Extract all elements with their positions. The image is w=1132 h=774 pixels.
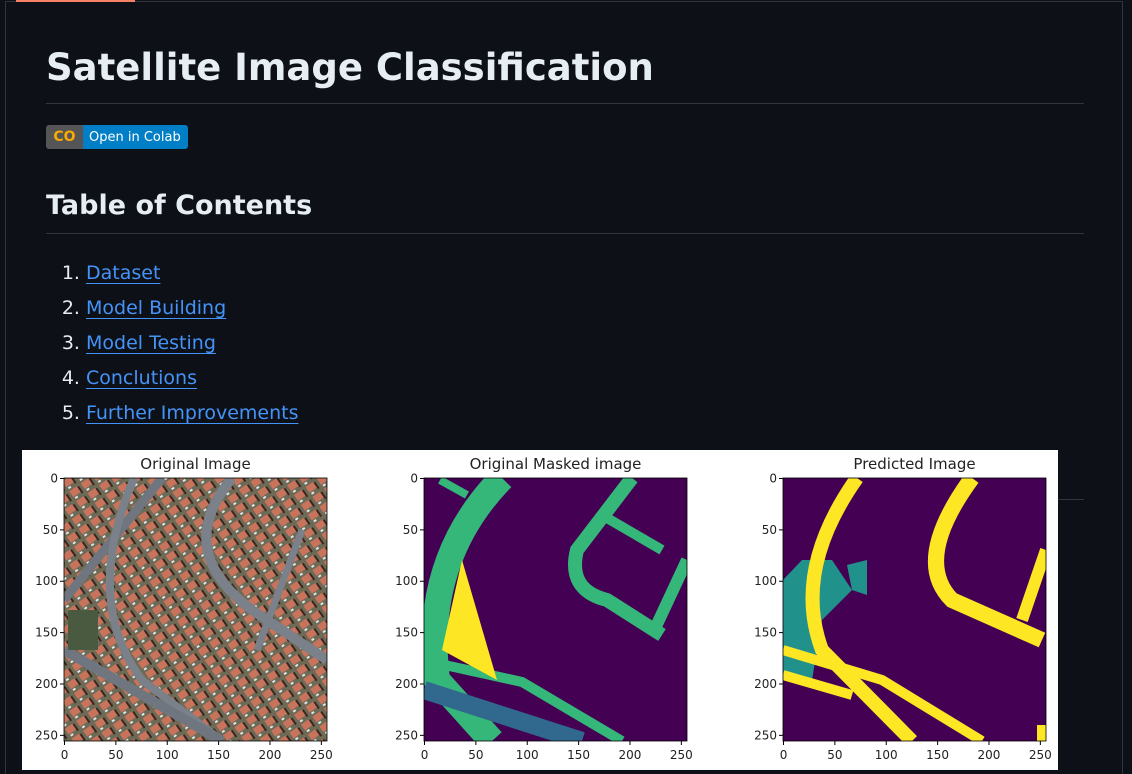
y-tick-label: 50 [403,523,418,537]
x-tick-label: 150 [567,748,590,762]
predicted-image [783,478,1046,741]
x-tick-label: 50 [108,748,123,762]
y-tick-label: 100 [754,574,777,588]
toc-item: Model Testing [86,326,299,361]
x-tick-label: 200 [259,748,282,762]
panel-title: Original Masked image [470,455,642,473]
toc-item: Conclutions [86,361,299,396]
y-tick-label: 150 [395,626,418,640]
axes-frame [782,477,1047,742]
toc-link-model-building[interactable]: Model Building [86,297,227,319]
x-tick-label: 50 [827,748,842,762]
y-tick-label: 50 [43,523,58,537]
colab-logo-icon: CO [46,125,83,149]
x-tick-label: 100 [516,748,539,762]
toc-link-dataset[interactable]: Dataset [86,262,161,284]
y-tick-label: 100 [35,574,58,588]
y-tick-label: 250 [754,728,777,742]
toc-link-conclutions[interactable]: Conclutions [86,367,197,389]
toc-item: Further Improvements [86,396,299,431]
x-tick-label: 0 [61,748,69,762]
x-tick-label: 50 [468,748,483,762]
divider [46,103,1084,104]
x-tick-label: 0 [421,748,429,762]
x-tick-label: 200 [978,748,1001,762]
page-title: Satellite Image Classification [46,46,654,89]
readme-frame [5,1,1123,774]
axes-frame [63,477,328,742]
toc-item: Dataset [86,256,299,291]
results-figure: Original Image 0 50 100 150 200 250 0 50 100 150 20… [22,450,1058,770]
axes-frame [423,477,688,742]
toc-list: Dataset Model Building Model Testing Con… [46,256,299,431]
toc-link-further-improvements[interactable]: Further Improvements [86,402,299,424]
y-tick-label: 200 [754,677,777,691]
y-tick-label: 100 [395,574,418,588]
x-tick-label: 250 [1029,748,1052,762]
x-tick-label: 250 [310,748,333,762]
y-tick-label: 0 [50,472,58,486]
active-tab-indicator [16,0,135,2]
divider [46,233,1084,234]
y-tick-label: 250 [35,728,58,742]
y-tick-label: 150 [35,626,58,640]
x-tick-label: 0 [780,748,788,762]
toc-item: Model Building [86,291,299,326]
y-tick-label: 0 [769,472,777,486]
original-mask-image [424,478,687,741]
y-tick-label: 200 [35,677,58,691]
panel-title: Original Image [140,455,250,473]
y-tick-label: 50 [762,523,777,537]
x-tick-label: 100 [156,748,179,762]
toc-heading: Table of Contents [46,190,313,221]
x-tick-label: 100 [875,748,898,762]
toc-link-model-testing[interactable]: Model Testing [86,332,216,354]
x-tick-label: 200 [619,748,642,762]
y-tick-label: 150 [754,626,777,640]
open-in-colab-badge[interactable]: CO Open in Colab [46,125,188,149]
y-tick-label: 250 [395,728,418,742]
x-tick-label: 250 [670,748,693,762]
divider [1058,499,1084,500]
x-tick-label: 150 [926,748,949,762]
badge-label: Open in Colab [83,125,188,149]
y-tick-label: 0 [410,472,418,486]
panel-title: Predicted Image [853,455,975,473]
x-tick-label: 150 [207,748,230,762]
y-tick-label: 200 [395,677,418,691]
original-image [64,478,327,741]
